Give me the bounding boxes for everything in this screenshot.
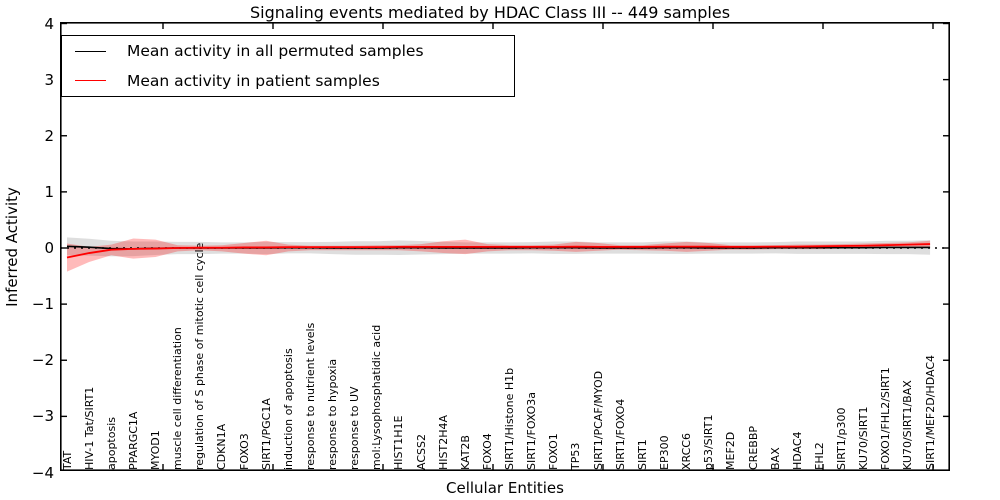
x-axis-title: Cellular Entities: [446, 479, 564, 497]
plot-frame: [60, 22, 950, 471]
patient-mean-line: [66, 243, 931, 259]
y-tick-label: 1: [44, 182, 54, 201]
y-tick-label: −3: [31, 407, 54, 426]
y-tick-label: 2: [44, 126, 54, 145]
y-tick-label: 3: [44, 70, 54, 89]
legend-item-permuted: Mean activity in all permuted samples: [62, 37, 514, 65]
permuted-line-sample-icon: [75, 50, 106, 52]
y-tick-label: 4: [44, 14, 54, 33]
legend: Mean activity in all permuted samples Me…: [61, 35, 515, 97]
y-tick-label: −4: [31, 463, 54, 482]
patient-line-sample-icon: [75, 80, 106, 82]
plot-area: TAT HIV-1 Tat/SIRT1 apoptosis PPARGC1A MYOD1…: [60, 22, 950, 471]
chart-title: Signaling events mediated by HDAC Class …: [249, 3, 731, 22]
legend-label: Mean activity in patient samples: [127, 71, 380, 90]
y-tick-label: −1: [31, 295, 54, 314]
y-tick-label: −2: [31, 351, 54, 370]
legend-label: Mean activity in all permuted samples: [127, 42, 424, 61]
chart-canvas: [60, 22, 950, 471]
legend-item-patient: Mean activity in patient samples: [62, 67, 514, 95]
y-tick-label: 0: [44, 239, 54, 257]
